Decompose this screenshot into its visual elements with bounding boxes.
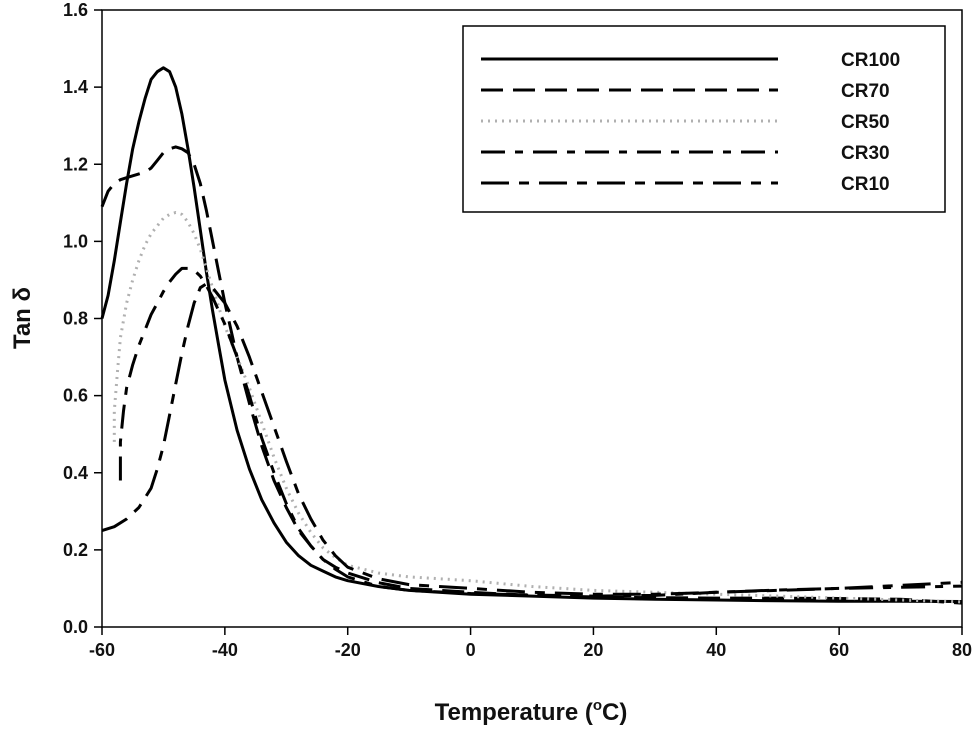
x-tick-label: -40 [212, 640, 238, 660]
x-axis-title: Temperature (oC) [435, 697, 628, 726]
x-tick-label: 0 [466, 640, 476, 660]
y-tick-label: 0.0 [63, 617, 88, 637]
y-tick-label: 0.2 [63, 540, 88, 560]
x-tick-label: 80 [952, 640, 972, 660]
series-line-cr10 [101, 282, 963, 596]
x-tick-label: 60 [829, 640, 849, 660]
x-tick-label: -20 [335, 640, 361, 660]
legend-label-cr10: CR10 [841, 174, 890, 195]
legend-label-cr100: CR100 [841, 50, 900, 71]
series-line-cr50 [112, 211, 963, 604]
legend-box [462, 25, 946, 213]
y-tick-label: 1.6 [63, 0, 88, 20]
y-tick-label: 0.4 [63, 463, 88, 483]
series-line-cr30 [118, 266, 963, 598]
series-layer [100, 66, 963, 605]
y-tick-label: 1.4 [63, 77, 88, 97]
y-axis-title: Tan δ [9, 287, 36, 349]
x-axis-title-sup: o [593, 697, 602, 714]
legend-label-cr30: CR30 [841, 143, 890, 164]
x-tick-label: 40 [706, 640, 726, 660]
y-tick-label: 1.0 [63, 231, 88, 251]
legend: CR100 CR70 CR50 CR30 CR10 [462, 25, 946, 213]
y-tick-label: 1.2 [63, 154, 88, 174]
x-tick-label: -60 [89, 640, 115, 660]
axes: -60 -40 -20 0 20 40 60 80 0.0 0.2 0.4 0.6 0.8 1.0 1.2 1… [63, 0, 972, 660]
y-tick-label: 0.8 [63, 309, 88, 329]
x-axis-title-end: C) [602, 699, 627, 726]
x-axis-title-main: Temperature ( [435, 699, 593, 726]
legend-label-cr50: CR50 [841, 112, 890, 133]
y-tick-label: 0.6 [63, 386, 88, 406]
legend-label-cr70: CR70 [841, 81, 890, 102]
series-line-cr70 [100, 145, 963, 605]
x-tick-label: 20 [583, 640, 603, 660]
